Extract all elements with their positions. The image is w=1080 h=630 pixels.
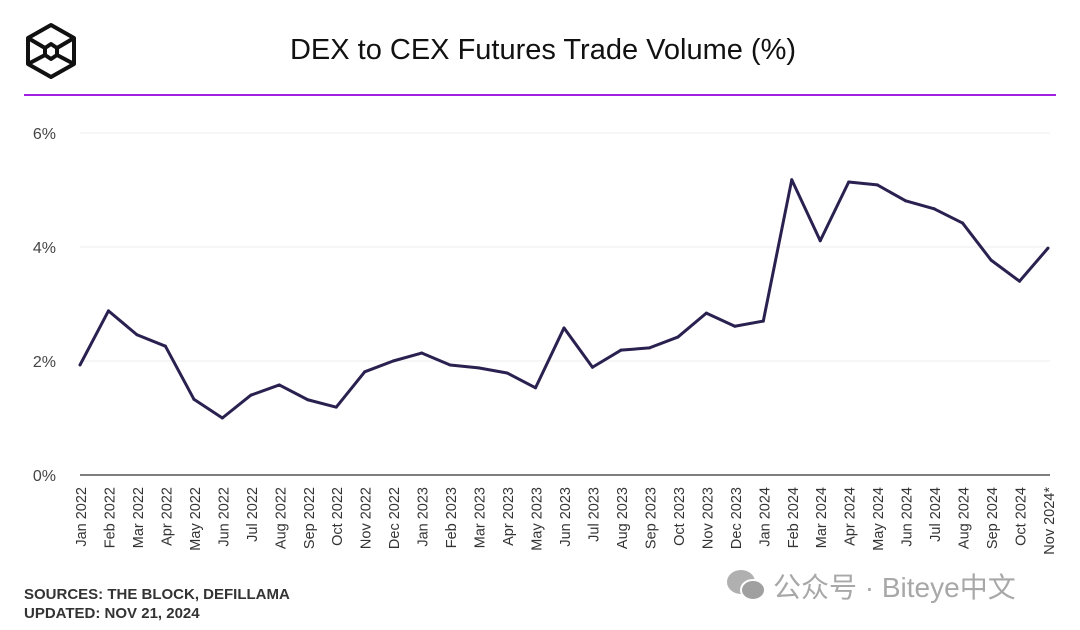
x-tick-label: Jul 2024	[928, 487, 944, 542]
data-point	[163, 344, 167, 348]
data-point	[961, 221, 965, 225]
x-tick-label: May 2023	[530, 487, 546, 551]
data-point	[135, 333, 139, 337]
data-point	[647, 346, 651, 350]
x-tick-label: Apr 2024	[843, 487, 859, 546]
x-tick-label: Nov 2022	[359, 487, 375, 549]
watermark-text: 公众号 · Biteye中文	[773, 572, 1016, 603]
data-point	[448, 363, 452, 367]
x-tick-label: May 2022	[188, 487, 204, 551]
x-tick-label: Feb 2024	[786, 487, 802, 548]
data-point	[534, 386, 538, 390]
x-tick-label: Apr 2022	[159, 487, 175, 546]
data-point	[220, 416, 224, 420]
x-tick-label: May 2024	[871, 487, 887, 551]
data-point	[1046, 246, 1050, 250]
x-tick-label: Aug 2022	[273, 487, 289, 549]
the-block-logo-icon	[26, 23, 76, 79]
data-point	[619, 348, 623, 352]
x-tick-label: Nov 2024*	[1042, 487, 1058, 555]
data-point	[790, 178, 794, 182]
data-point	[676, 335, 680, 339]
data-point	[334, 405, 338, 409]
x-tick-label: Jun 2022	[216, 487, 232, 547]
x-tick-label: Sep 2024	[985, 487, 1001, 549]
data-point	[875, 183, 879, 187]
x-tick-label: Aug 2024	[957, 487, 973, 549]
x-tick-label: Dec 2023	[729, 487, 745, 549]
series-line	[78, 178, 1050, 420]
data-point	[249, 393, 253, 397]
x-tick-label: Sep 2023	[643, 487, 659, 549]
x-tick-label: Oct 2024	[1014, 487, 1030, 546]
x-tick-label: Feb 2023	[444, 487, 460, 548]
x-tick-label: Sep 2022	[302, 487, 318, 549]
x-tick-label: Oct 2023	[672, 487, 688, 546]
x-tick-label: Jul 2022	[245, 487, 261, 542]
y-tick-label: 0%	[33, 468, 56, 485]
data-point	[505, 371, 509, 375]
x-tick-label: Aug 2023	[615, 487, 631, 549]
x-tick-label: Mar 2022	[131, 487, 147, 548]
watermark: 公众号 · Biteye中文	[725, 566, 1016, 606]
x-tick-label: Mar 2024	[814, 487, 830, 548]
chart-title: DEX to CEX Futures Trade Volume (%)	[289, 34, 797, 66]
y-tick-label: 4%	[33, 240, 56, 257]
data-point	[306, 398, 310, 402]
x-tick-label: Dec 2022	[387, 487, 403, 549]
data-point	[363, 370, 367, 374]
data-point	[904, 199, 908, 203]
data-point	[818, 239, 822, 243]
x-tick-label: Jan 2023	[416, 487, 432, 547]
data-point	[420, 351, 424, 355]
wechat-icon	[727, 570, 766, 601]
data-point	[989, 258, 993, 262]
data-point	[106, 309, 110, 313]
data-point	[391, 359, 395, 363]
x-tick-label: Jun 2023	[558, 487, 574, 547]
data-point	[277, 383, 281, 387]
data-point	[733, 324, 737, 328]
data-point	[590, 365, 594, 369]
data-point	[704, 311, 708, 315]
x-tick-label: Jan 2024	[757, 487, 773, 547]
x-tick-label: Feb 2022	[102, 487, 118, 548]
x-tick-label: Oct 2022	[330, 487, 346, 546]
y-tick-label: 6%	[33, 126, 56, 143]
data-point	[761, 319, 765, 323]
data-point	[562, 326, 566, 330]
data-point	[932, 207, 936, 211]
data-point	[192, 397, 196, 401]
data-point	[78, 363, 82, 367]
y-tick-label: 2%	[33, 354, 56, 371]
x-tick-label: Mar 2023	[473, 487, 489, 548]
data-point	[847, 180, 851, 184]
title-divider	[24, 94, 1056, 96]
x-tick-label: Jun 2024	[900, 487, 916, 547]
sources-text: SOURCES: THE BLOCK, DEFILLAMA	[24, 586, 290, 603]
x-tick-label: Jul 2023	[586, 487, 602, 542]
data-point	[1018, 279, 1022, 283]
updated-text: UPDATED: NOV 21, 2024	[24, 605, 200, 622]
x-tick-label: Apr 2023	[501, 487, 517, 546]
x-tick-label: Jan 2022	[74, 487, 90, 547]
data-point	[477, 366, 481, 370]
x-tick-label: Nov 2023	[700, 487, 716, 549]
